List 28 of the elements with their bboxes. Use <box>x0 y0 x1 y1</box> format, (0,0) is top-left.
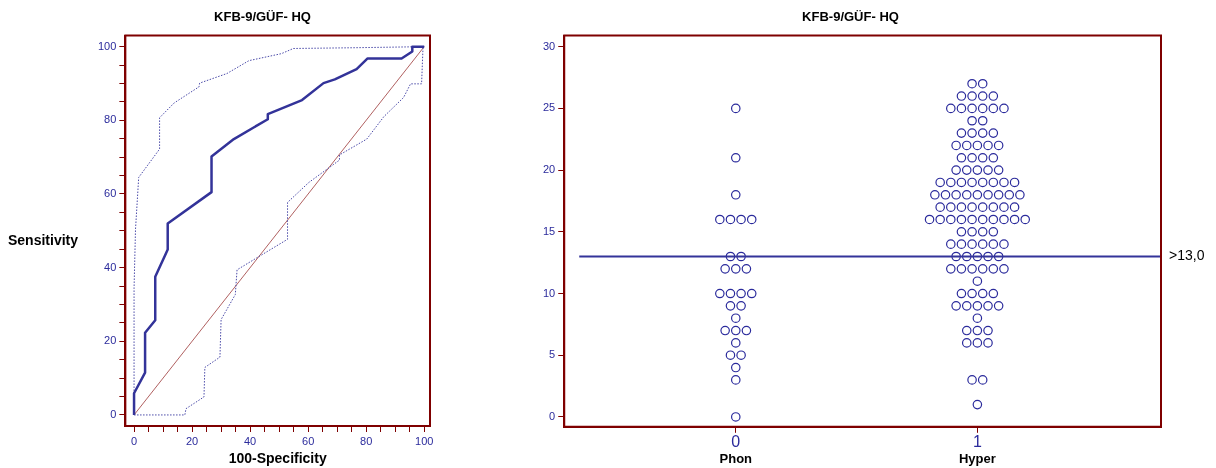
text: Hyper <box>958 451 996 467</box>
y-tick-label: 40 <box>104 260 117 273</box>
x-tick-label: 100 <box>415 434 434 447</box>
y-tick-label: 20 <box>104 334 117 347</box>
x-tick-label: 80 <box>360 434 373 447</box>
y-tick-label: 0 <box>549 409 556 422</box>
y-tick-label: 10 <box>542 286 556 299</box>
chart-title: KFB-9/GÜF- HQ <box>214 9 311 25</box>
y-tick-label: 15 <box>542 224 556 237</box>
y-tick-label: 100 <box>97 39 117 52</box>
x-tick-label: 60 <box>302 434 315 447</box>
y-tick-label: 20 <box>542 163 556 176</box>
chart-title: KFB-9/GÜF- HQ <box>802 9 899 25</box>
x-tick-label: 1 <box>972 432 982 450</box>
y-tick-label: 25 <box>542 101 556 114</box>
x-tick-label: 0 <box>731 432 741 450</box>
ref-line-label: >13,0 <box>1169 247 1205 264</box>
y-tick-label: 0 <box>110 407 117 420</box>
y-axis-title: Sensitivity <box>8 231 79 248</box>
y-tick-label: 80 <box>104 113 117 126</box>
text: Phon <box>719 451 753 467</box>
y-tick-label: 30 <box>542 39 556 52</box>
y-tick-label: 60 <box>104 187 117 199</box>
x-tick-label: 20 <box>185 434 199 447</box>
x-tick-label: 40 <box>243 434 257 447</box>
x-axis-title: 100-Specificity <box>228 450 327 467</box>
y-tick-label: 5 <box>549 348 556 361</box>
x-tick-label: 0 <box>130 434 138 447</box>
